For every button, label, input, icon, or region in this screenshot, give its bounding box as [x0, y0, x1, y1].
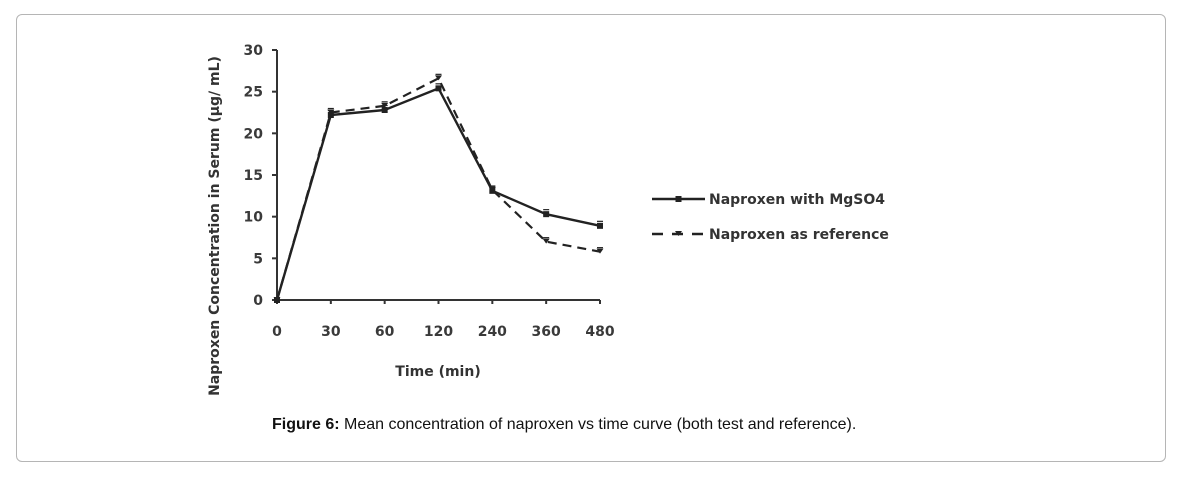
series-group — [273, 73, 604, 303]
x-tick-label: 60 — [375, 324, 395, 340]
caption-text: Mean concentration of naproxen vs time c… — [339, 416, 857, 433]
legend-item: Naproxen as reference — [652, 227, 889, 243]
y-tick-label: 5 — [253, 251, 263, 267]
x-axis-title: Time (min) — [395, 364, 480, 380]
figure-frame — [16, 14, 1166, 462]
data-point — [381, 102, 389, 108]
x-tick-label: 480 — [585, 324, 614, 340]
series-line — [275, 86, 601, 301]
y-tick-label: 10 — [244, 210, 264, 226]
series-reference — [273, 73, 604, 302]
data-point — [435, 75, 442, 81]
x-tick-label: 360 — [532, 324, 561, 340]
line-chart: 0 5 10 15 20 25 30 0 30 60 120 240 360 480 Naproxen … — [207, 43, 889, 396]
y-tick-label: 30 — [244, 43, 264, 59]
y-tick-label: 15 — [244, 168, 263, 184]
legend-marker — [675, 231, 682, 236]
caption-label: Figure 6: — [272, 416, 340, 433]
x-tick-label: 240 — [478, 324, 507, 340]
data-point — [543, 211, 550, 218]
data-point — [435, 85, 442, 92]
legend-label: Naproxen as reference — [709, 227, 889, 243]
legend: Naproxen with MgSO4 Naproxen as reference — [652, 192, 889, 243]
series-test — [274, 83, 603, 303]
x-tick-label: 30 — [321, 324, 341, 340]
data-point — [596, 248, 604, 254]
y-tick-label: 0 — [253, 293, 263, 309]
x-tick-label: 0 — [272, 324, 282, 340]
data-point — [542, 238, 550, 244]
data-point — [381, 107, 388, 113]
x-axis: 0 30 60 120 240 360 480 — [272, 299, 615, 340]
x-tick-label: 120 — [424, 324, 453, 340]
data-point — [327, 109, 335, 115]
y-axis-title: Naproxen Concentration in Serum (µg/ mL) — [207, 56, 223, 396]
series-line — [275, 76, 601, 301]
legend-item: Naproxen with MgSO4 — [652, 192, 885, 208]
data-point — [597, 222, 603, 229]
y-tick-label: 20 — [244, 126, 264, 142]
y-tick-label: 25 — [244, 85, 263, 101]
legend-marker — [675, 196, 682, 202]
data-point — [488, 187, 496, 192]
y-axis: 0 5 10 15 20 25 30 — [244, 43, 278, 309]
data-point — [273, 297, 281, 302]
figure-caption: Figure 6: Mean concentration of naproxen… — [272, 416, 856, 434]
legend-label: Naproxen with MgSO4 — [709, 192, 885, 208]
data-point — [327, 112, 334, 118]
